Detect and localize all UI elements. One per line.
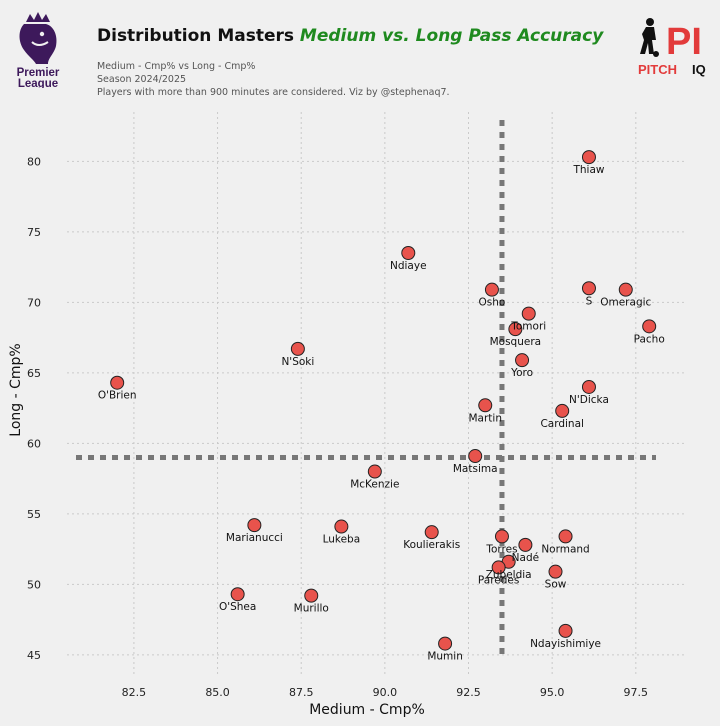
point-label: N'Dicka [569,394,609,406]
scatter-point [558,529,573,544]
scatter-point [438,636,453,651]
y-tick-label: 70 [27,296,41,309]
y-tick-labels: 45 50 55 60 65 70 75 80 [27,155,41,661]
x-tick-label: 90.0 [373,686,398,699]
x-tick-labels: 82.5 85.0 87.5 90.0 92.5 95.0 97.5 [122,686,648,699]
y-tick-label: 65 [27,367,41,380]
scatter-point [581,281,596,296]
scatter-point [110,375,125,390]
scatter-point [521,306,536,321]
scatter-point [548,564,563,579]
scatter-point [230,587,245,602]
point-label: Zubeldia [486,569,532,581]
svg-text:League: League [18,78,58,88]
point-label: Cardinal [540,418,584,430]
y-tick-label: 75 [27,226,41,239]
point-label: Mosquera [490,336,542,348]
point-label: McKenzie [350,479,399,491]
x-tick-label: 82.5 [122,686,147,699]
point-label: Lukeba [323,534,361,546]
point-label: Normand [541,543,589,555]
subtitle-season: Season 2024/2025 [97,74,187,85]
x-tick-label: 85.0 [205,686,230,699]
scatter-point [478,398,493,413]
scatter-point [642,319,657,334]
scatter-point [367,464,382,479]
scatter-point [618,282,633,297]
point-label: Matsima [453,463,498,475]
y-tick-label: 55 [27,508,41,521]
point-label: O'Shea [219,601,256,613]
data-points [110,150,657,651]
title-main: Distribution Masters [97,26,294,46]
x-axis-title: Medium - Cmp% [309,702,425,718]
scatter-point [555,403,570,418]
scatter-point [468,449,483,464]
point-label: Martin [468,412,502,424]
point-label: Sow [545,579,567,591]
point-label: Torres [485,543,517,555]
scatter-point [491,560,506,575]
scatter-point [518,537,533,552]
point-label: Mumin [427,651,463,663]
svg-text:Premier: Premier [17,67,60,79]
x-tick-label: 87.5 [289,686,314,699]
point-label: Marianucci [226,532,283,544]
scatter-point [334,519,349,534]
scatter-point [290,341,305,356]
scatter-point [247,518,262,533]
brand-mark: PI [666,21,702,63]
scatter-point [558,623,573,638]
y-tick-label: 60 [27,437,41,450]
footballer-icon [640,18,659,57]
scatter-point [508,322,523,337]
y-tick-label: 45 [27,649,41,662]
scatter-point [515,353,530,368]
point-label: S [586,295,593,307]
premier-league-logo: Premier League [8,8,72,88]
point-label: Murillo [294,603,329,615]
scatter-point [401,246,416,260]
x-tick-label: 97.5 [624,686,649,699]
title-accent: Medium vs. Long Pass Accuracy [299,26,604,46]
scatter-point [484,282,499,297]
point-label: Osho [479,297,506,309]
grid [67,112,686,676]
scatter-point [494,529,509,544]
lion-crest-icon [19,12,57,64]
point-label: Koulierakis [403,539,460,551]
scatter-point [424,525,439,540]
point-label: Nadé [512,552,539,564]
y-tick-label: 50 [27,578,41,591]
point-labels: Thiaw Ndiaye Osho S Omeragic Tomori Mosquera Pa… [98,164,665,662]
point-label: Omeragic [600,297,651,309]
point-label: Thiaw [572,164,604,176]
subtitle-metrics: Medium - Cmp% vs Long - Cmp% [97,61,256,72]
scatter-point [581,379,596,394]
x-tick-label: 95.0 [540,686,565,699]
point-label: Tomori [510,321,546,333]
mean-lines [76,120,656,660]
point-label: Ndayishimiye [530,638,601,650]
y-axis-title: Long - Cmp% [8,343,24,436]
league-wordmark: Premier League [17,67,60,88]
brand-name: PITCH [638,62,677,77]
scatter-point [304,588,319,603]
pitch-iq-logo: PI PITCH IQ [634,16,714,78]
brand-name-accent: IQ [692,62,706,77]
point-label: Yoro [510,367,533,379]
subtitle-note: Players with more than 900 minutes are c… [97,87,450,98]
scatter-point [581,150,596,165]
chart-title: Distribution Masters Medium vs. Long Pas… [97,26,603,46]
y-tick-label: 80 [27,155,41,168]
point-label: Pacho [634,333,665,345]
x-tick-label: 92.5 [456,686,481,699]
point-label: O'Brien [98,390,137,402]
header: Premier League Distribution Masters Medi… [0,0,720,110]
point-label: N'Soki [281,356,314,368]
point-label: Ndiaye [390,260,427,272]
point-label: Paredes [478,574,519,586]
